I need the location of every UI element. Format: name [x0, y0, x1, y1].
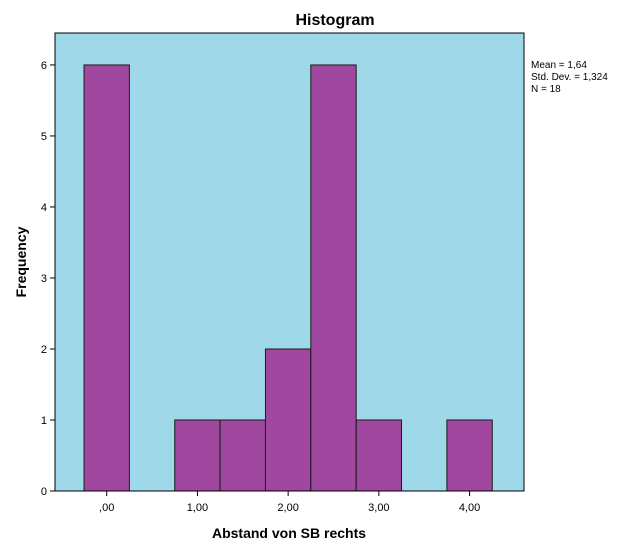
stats-box: Mean = 1,64 Std. Dev. = 1,324 N = 18	[531, 60, 608, 95]
stats-mean: Mean = 1,64	[531, 60, 587, 71]
y-tick-label: 5	[41, 131, 47, 143]
x-tick-label: ,00	[99, 502, 114, 514]
histogram-bar	[174, 419, 221, 492]
chart-title: Histogram	[295, 12, 374, 29]
histogram-bar	[264, 348, 312, 492]
histogram-bar	[310, 64, 357, 492]
x-tick-label: 1,00	[187, 502, 208, 514]
y-tick-label: 3	[41, 273, 47, 285]
x-axis-label: Abstand von SB rechts	[212, 525, 366, 541]
y-axis-label: Frequency	[13, 226, 29, 297]
x-axis: ,00 1,00 2,00 3,00 4,00	[55, 490, 524, 514]
y-tick-label: 4	[41, 202, 47, 214]
histogram-bar	[446, 419, 493, 492]
histogram-bar	[219, 419, 266, 492]
y-tick-label: 6	[41, 60, 47, 72]
x-tick-label: 3,00	[368, 502, 389, 514]
y-tick-label: 2	[41, 344, 47, 356]
stats-std-dev: Std. Dev. = 1,324	[531, 72, 608, 83]
histogram-bars	[83, 64, 493, 492]
y-tick-label: 0	[41, 486, 47, 498]
y-tick-label: 1	[41, 415, 47, 427]
histogram-bar	[355, 419, 403, 492]
stats-n: N = 18	[531, 84, 561, 95]
y-axis: 0 1 2 3 4 5 6	[41, 33, 56, 498]
histogram-bar	[83, 64, 130, 492]
x-tick-label: 4,00	[459, 502, 480, 514]
x-tick-label: 2,00	[277, 502, 298, 514]
